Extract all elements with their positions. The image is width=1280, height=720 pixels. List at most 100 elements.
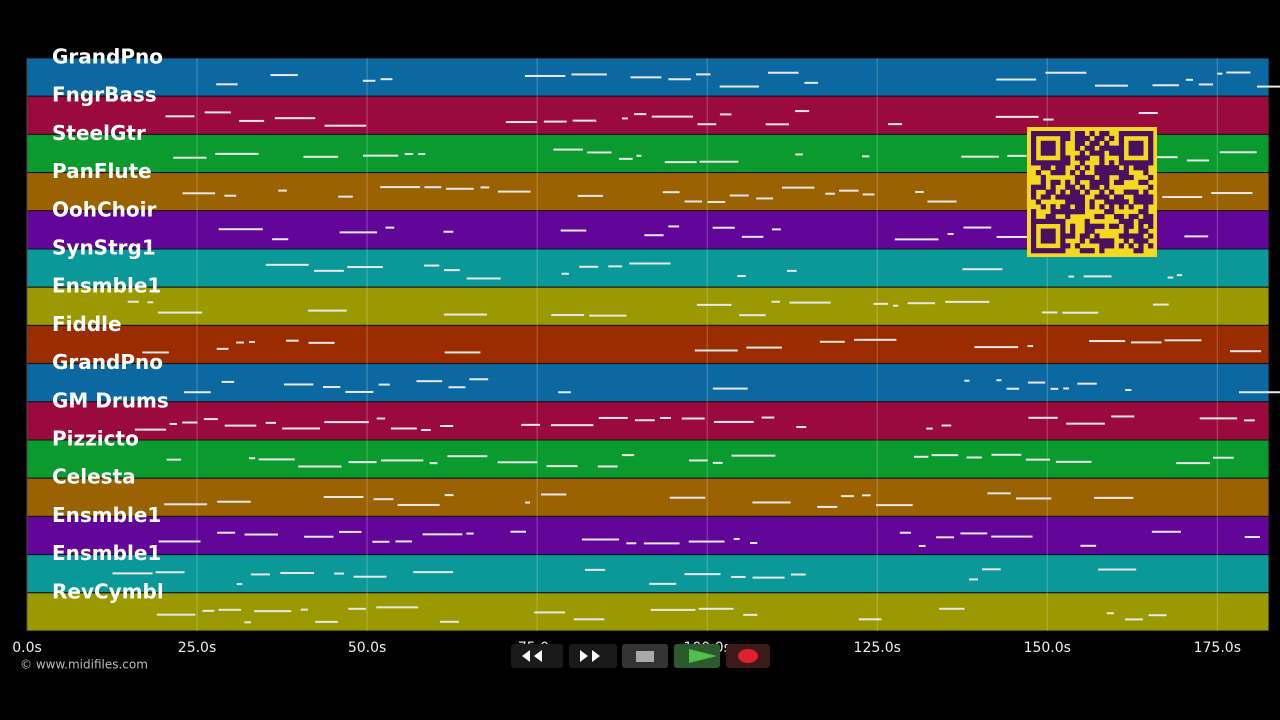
note xyxy=(781,186,815,189)
note xyxy=(1152,156,1178,159)
qr-cell xyxy=(1060,160,1066,166)
note xyxy=(771,228,781,231)
qr-cell xyxy=(1104,184,1110,190)
note xyxy=(1125,389,1132,392)
note xyxy=(1213,456,1234,459)
note xyxy=(165,115,195,118)
note xyxy=(862,494,871,497)
note xyxy=(696,303,732,306)
qr-cell xyxy=(1118,194,1125,200)
qr-cell xyxy=(1094,165,1100,171)
note xyxy=(741,235,764,238)
note xyxy=(1093,496,1134,499)
qr-cell xyxy=(1118,140,1125,146)
note xyxy=(962,268,1003,271)
qr-cell xyxy=(1099,135,1105,142)
qr-cell xyxy=(1055,160,1061,166)
qr-cell xyxy=(1050,179,1056,185)
track-label: SteelGtr xyxy=(52,121,146,145)
qr-cell xyxy=(1109,150,1115,156)
notes xyxy=(112,71,1280,624)
note xyxy=(1176,462,1210,465)
qr-cell xyxy=(1123,228,1129,234)
qr-cell xyxy=(1079,160,1085,166)
qr-cell xyxy=(1065,209,1071,215)
qr-cell xyxy=(1113,213,1120,220)
track-label: Pizzicto xyxy=(52,427,139,451)
forward-icon xyxy=(580,650,600,662)
note xyxy=(743,613,758,616)
note xyxy=(546,465,578,468)
note xyxy=(218,228,263,231)
qr-cell xyxy=(1099,204,1105,210)
note xyxy=(239,119,265,122)
qr-cell xyxy=(1148,243,1154,249)
note xyxy=(644,234,664,237)
note xyxy=(1130,341,1162,344)
qr-cell xyxy=(1113,223,1120,229)
qr-cell xyxy=(1074,204,1081,210)
qr-cell xyxy=(1104,209,1110,215)
note xyxy=(915,190,924,193)
qr-cell xyxy=(1050,170,1056,176)
qr-cell xyxy=(1065,204,1071,210)
note xyxy=(1244,536,1260,539)
track-label: GrandPno xyxy=(52,350,163,374)
qr-cell xyxy=(1045,165,1051,171)
note xyxy=(1217,72,1223,75)
qr-cell xyxy=(1143,170,1149,176)
note xyxy=(184,391,211,394)
qr-cell xyxy=(1031,243,1037,249)
qr-cell xyxy=(1060,204,1066,210)
qr-cell xyxy=(1065,233,1071,239)
note xyxy=(873,302,889,305)
note xyxy=(249,457,256,460)
qr-cell xyxy=(1079,135,1085,142)
qr-cell xyxy=(1031,135,1037,142)
qr-cell xyxy=(1113,145,1120,151)
note xyxy=(166,458,181,461)
qr-cell xyxy=(1045,189,1051,195)
qr-cell xyxy=(1040,150,1046,156)
qr-cell xyxy=(1045,238,1051,244)
qr-cell xyxy=(1060,233,1066,239)
qr-cell xyxy=(1099,174,1105,181)
qr-cell xyxy=(1050,184,1056,190)
qr-cell xyxy=(1138,218,1144,225)
note xyxy=(688,459,708,462)
note xyxy=(440,424,454,427)
note xyxy=(996,379,1002,382)
qr-cell xyxy=(1143,179,1149,185)
note xyxy=(173,156,207,159)
qr-cell xyxy=(1128,243,1134,249)
note xyxy=(892,304,899,307)
qr-cell xyxy=(1050,213,1056,220)
note xyxy=(510,530,526,533)
note xyxy=(796,426,807,429)
qr-cell xyxy=(1040,204,1046,210)
note xyxy=(737,275,746,278)
qr-cell xyxy=(1031,155,1037,161)
note xyxy=(636,154,642,157)
qr-cell xyxy=(1040,184,1046,190)
qr-cell xyxy=(1040,218,1046,225)
qr-cell xyxy=(1143,131,1149,137)
note xyxy=(587,151,612,154)
qr-cell xyxy=(1045,248,1051,254)
note xyxy=(771,300,780,303)
qr-cell xyxy=(1148,218,1154,225)
qr-cell xyxy=(1133,238,1139,244)
qr-cell xyxy=(1113,194,1120,200)
qr-cell xyxy=(1128,160,1134,166)
qr-cell xyxy=(1079,140,1085,146)
qr-cell xyxy=(1133,165,1139,171)
track-row xyxy=(26,439,1270,479)
note xyxy=(795,153,803,156)
note xyxy=(308,341,335,344)
note xyxy=(497,461,538,464)
note xyxy=(521,423,541,426)
note xyxy=(363,154,399,157)
note xyxy=(217,500,251,503)
qr-cell xyxy=(1055,170,1061,176)
